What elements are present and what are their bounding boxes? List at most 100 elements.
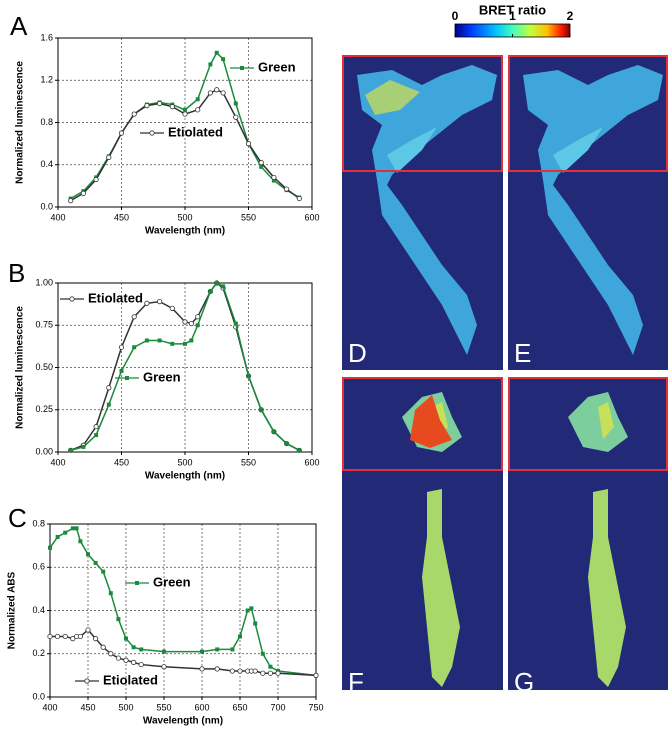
data-point — [81, 444, 86, 449]
data-point — [131, 111, 137, 117]
data-point — [252, 668, 258, 674]
colorbar-tick-label: 0 — [452, 9, 459, 23]
data-point — [313, 672, 319, 678]
data-point — [131, 659, 137, 666]
data-point — [195, 323, 200, 328]
x-tick-label: 500 — [177, 457, 192, 467]
y-tick-label: 0.0 — [40, 201, 53, 211]
data-point — [70, 526, 75, 531]
data-point — [63, 530, 68, 535]
data-point — [249, 606, 254, 611]
data-point — [101, 569, 106, 574]
data-point — [275, 670, 281, 676]
y-tick-label: 0.6 — [32, 562, 45, 572]
data-point — [161, 664, 167, 670]
data-point — [47, 633, 53, 640]
data-point — [207, 90, 213, 96]
data-point — [283, 186, 290, 192]
colorbar-title: BRET ratio — [479, 2, 546, 17]
data-point — [183, 107, 187, 112]
data-point — [183, 341, 187, 346]
data-point — [182, 111, 188, 117]
data-point — [214, 87, 220, 93]
series-label: Etiolated — [103, 672, 158, 687]
data-point — [138, 661, 144, 668]
data-point — [157, 298, 163, 305]
data-point — [115, 655, 122, 661]
x-tick-label: 500 — [177, 212, 192, 222]
data-point — [200, 649, 204, 654]
data-point — [70, 636, 76, 642]
x-tick-label: 550 — [156, 702, 171, 712]
x-tick-label: 600 — [304, 457, 319, 467]
data-point — [189, 338, 194, 343]
legend-marker — [135, 581, 139, 585]
data-point — [68, 448, 73, 453]
data-point — [253, 621, 258, 626]
series-label: Etiolated — [88, 290, 143, 305]
plot-frame — [57, 282, 313, 453]
y-tick-label: 0.25 — [35, 404, 53, 414]
data-point — [106, 154, 112, 160]
data-point — [260, 670, 266, 676]
data-point — [78, 539, 83, 544]
y-tick-label: 1.2 — [40, 75, 53, 85]
data-point — [54, 633, 61, 640]
series-label: Etiolated — [168, 124, 223, 139]
x-tick-label: 500 — [118, 702, 133, 712]
data-point — [93, 176, 99, 183]
data-point — [208, 62, 213, 67]
y-tick-label: 0.75 — [35, 320, 53, 330]
panel-label: A — [10, 11, 28, 41]
data-point — [271, 178, 276, 183]
roi-box — [342, 55, 503, 172]
data-point — [86, 552, 90, 557]
series-label: Green — [143, 369, 181, 384]
data-point — [170, 341, 175, 346]
data-point — [214, 281, 219, 285]
legend-marker — [149, 130, 155, 136]
data-point — [258, 160, 264, 166]
data-point — [220, 90, 226, 96]
data-point — [119, 368, 124, 373]
data-point — [260, 651, 265, 656]
data-point — [268, 664, 273, 669]
y-tick-label: 1.00 — [35, 277, 53, 287]
data-point — [195, 314, 201, 320]
x-axis-title: Wavelength (nm) — [143, 716, 223, 727]
x-tick-label: 450 — [80, 702, 95, 712]
data-point — [238, 634, 242, 639]
data-point — [208, 289, 213, 294]
data-point — [85, 627, 91, 633]
panel-label: G — [514, 667, 534, 697]
legend-marker — [240, 66, 244, 70]
panel-label: E — [514, 338, 531, 368]
series-line — [50, 628, 317, 677]
data-point — [94, 433, 99, 438]
data-point — [157, 100, 163, 107]
data-point — [245, 141, 252, 147]
data-point — [55, 534, 60, 539]
data-point — [62, 633, 68, 640]
data-point — [195, 97, 200, 102]
legend-marker — [84, 678, 90, 684]
data-point — [221, 284, 226, 289]
x-tick-label: 700 — [270, 702, 285, 712]
data-point — [169, 305, 175, 311]
data-point — [245, 608, 250, 613]
y-tick-label: 0.50 — [35, 362, 53, 372]
data-point — [221, 57, 226, 62]
y-axis-title: Normalized luminescence — [15, 61, 26, 184]
x-tick-label: 400 — [42, 702, 57, 712]
data-point — [124, 636, 128, 641]
data-point — [108, 651, 114, 657]
data-point — [68, 198, 74, 204]
plot-frame — [57, 37, 313, 208]
data-point — [100, 644, 106, 650]
data-point — [233, 101, 238, 106]
x-tick-label: 550 — [241, 212, 256, 222]
data-point — [80, 190, 87, 196]
data-point — [296, 195, 302, 202]
x-tick-label: 650 — [232, 702, 247, 712]
